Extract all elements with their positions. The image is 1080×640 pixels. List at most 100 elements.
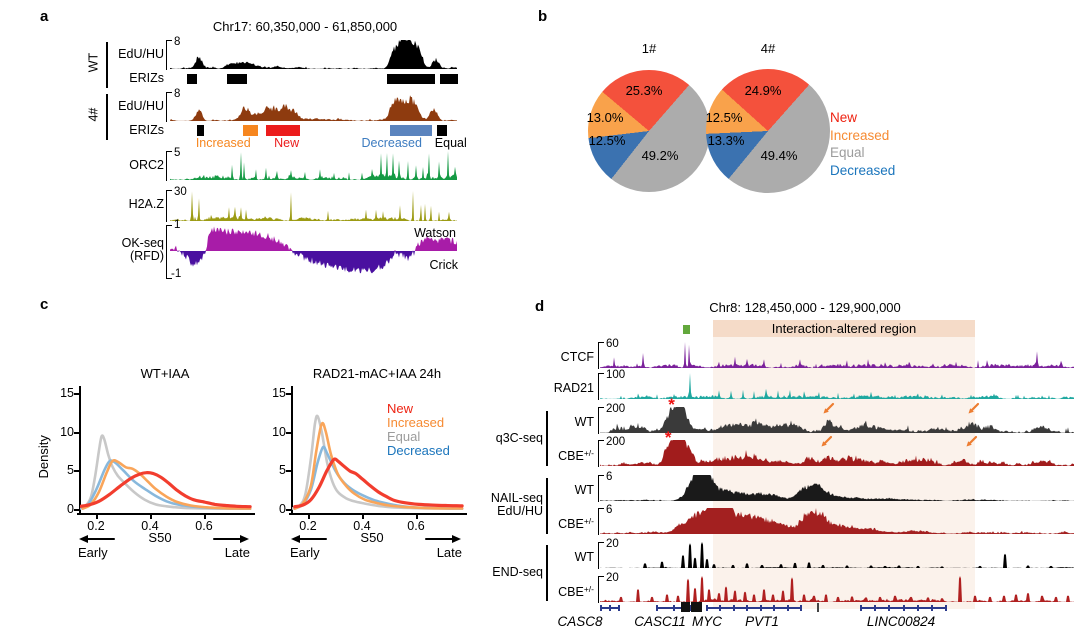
eriz-category-equal: Equal [434, 136, 467, 150]
gene-exon-tick [888, 605, 890, 611]
track-group-bracket [546, 478, 548, 534]
gene-exon-tick [656, 605, 658, 611]
region-band [713, 320, 975, 337]
orc2-bracket [166, 151, 172, 181]
m4_edu-track [170, 95, 457, 121]
gene-exon-tick [746, 605, 748, 611]
altered-peak-arrow [968, 402, 979, 414]
watson-label: Watson [414, 226, 456, 240]
track-label-text: WT [574, 483, 594, 497]
d-track-7-bracket [598, 576, 604, 603]
m4-eriz-box [197, 125, 204, 136]
track-label-wt-4: WT [548, 483, 594, 497]
wt_edu-track [170, 40, 457, 69]
okseq-bracket [166, 225, 172, 279]
early-label: Early [78, 545, 108, 560]
y-axis [79, 386, 81, 514]
panel-c-label: c [40, 296, 49, 313]
wt-eriz-box [386, 74, 435, 84]
d-track-3-scale: 200 [606, 436, 626, 448]
gene-exon-tick [719, 605, 721, 611]
y-tick-label: 0 [279, 502, 286, 516]
early-arrow [291, 535, 327, 543]
gene-exon-tick [800, 605, 802, 611]
wt-eriz-box [227, 74, 247, 84]
panel-b-label: b [538, 8, 548, 25]
track-label-superscript: +/- [583, 516, 594, 526]
legend-item-decreased: Decreased [830, 162, 896, 178]
pie-chart-1# [588, 70, 710, 192]
gene-exon-tick [600, 605, 602, 611]
gene-exon-tick [860, 605, 862, 611]
gene-exon-tick [874, 605, 876, 611]
y-tick-label: 15 [272, 386, 286, 400]
gene-exon-tick [917, 605, 919, 611]
wt-eriz-box [186, 74, 198, 84]
plot-title: WT+IAA [140, 366, 190, 381]
y-tick [74, 470, 80, 472]
orc2-label: ORC2 [129, 158, 164, 172]
eriz-category-increased: Increased [195, 136, 251, 150]
x-axis-label: S50 [148, 530, 172, 545]
d-track-signal-6 [600, 542, 1074, 568]
track-label-wt-2: WT [548, 415, 594, 429]
early-label: Early [290, 545, 320, 560]
track-group-label-end-seq: END-seq [492, 565, 543, 579]
plot-legend-item-new: New [387, 401, 414, 416]
d-track-6-bracket [598, 542, 604, 569]
gene-model-line [706, 607, 800, 609]
panel-a-label: a [40, 8, 49, 25]
gene-label-linc00824: LINC00824 [866, 614, 936, 629]
x-tick-label: 0.4 [141, 519, 159, 533]
d-track-signal-5 [600, 508, 1074, 534]
eriz-category-decreased: Decreased [361, 136, 422, 150]
plot-legend-item-equal: Equal [387, 429, 421, 444]
altered-peak-arrow [823, 402, 835, 414]
y-tick-label: 10 [272, 425, 286, 439]
x-tick [150, 514, 152, 519]
d-track-1-scale: 100 [606, 369, 626, 381]
gene-exon-tick [618, 605, 620, 611]
track-group-label-edu/hu: EdU/HU [497, 504, 543, 518]
early-arrow [79, 535, 115, 543]
x-tick [96, 514, 98, 519]
pie-slice-label: 12.5% [705, 110, 743, 126]
late-label: Late [224, 545, 250, 560]
gene-label-casc8: CASC8 [557, 614, 603, 629]
d-track-signal-7 [600, 576, 1074, 602]
d-track-3-bracket [598, 440, 604, 467]
pie-title-4#: 4# [760, 41, 776, 56]
gene-label-casc11: CASC11 [634, 614, 686, 629]
y-tick-label: 0 [67, 502, 74, 516]
track-group-label-q3c-seq: q3C-seq [495, 431, 543, 445]
legend-item-increased: Increased [830, 127, 890, 143]
track-label-superscript: +/- [583, 448, 594, 458]
plot-legend-item-decreased: Decreased [387, 443, 450, 458]
gene-exon-box [691, 602, 702, 612]
d-track-signal-2 [600, 407, 1074, 433]
y-tick [286, 432, 292, 434]
x-tick-label: 0.2 [87, 519, 105, 533]
y-tick-label: 5 [279, 463, 286, 477]
m4_edu-label: EdU/HU [118, 99, 164, 113]
y-tick-label: 5 [67, 463, 74, 477]
wt-erizs-label: ERIZs [129, 71, 164, 85]
legend-item-new: New [830, 110, 858, 125]
track-label-rad21-1: RAD21 [548, 381, 594, 395]
h2az-scale: 30 [174, 186, 187, 198]
y-tick [286, 393, 292, 395]
orc2-scale: 5 [174, 147, 181, 159]
m4-eriz-box [242, 125, 259, 136]
gene-exon-tick [673, 605, 675, 611]
legend-item-equal: Equal [830, 145, 865, 160]
track-label-cbe-3: CBE+/- [548, 448, 594, 463]
gene-exon-tick [903, 605, 905, 611]
x-tick [362, 514, 364, 519]
track-group-label-nail-seq: NAIL-seq [490, 491, 543, 505]
x-tick [308, 514, 310, 519]
d-track-1-bracket [598, 373, 604, 400]
track-group-bracket [546, 545, 548, 601]
